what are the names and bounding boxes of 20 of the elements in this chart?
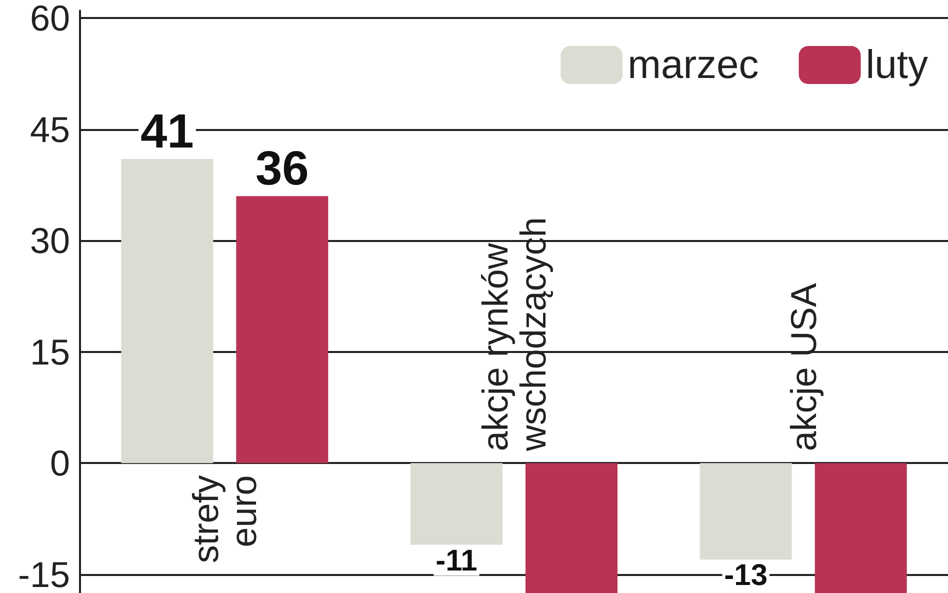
bar bbox=[410, 463, 502, 545]
y-tick-label: 0 bbox=[50, 442, 70, 484]
bar bbox=[236, 196, 328, 464]
x-tick-label: akcje rynków wschodzących bbox=[474, 217, 554, 452]
x-tick-label: strefy euro bbox=[185, 475, 264, 564]
y-tick-label: 60 bbox=[30, 0, 70, 38]
y-tick-label: 30 bbox=[30, 220, 70, 262]
y-tick-label: 45 bbox=[30, 108, 70, 150]
data-label: 36 bbox=[255, 142, 309, 196]
data-label: -13 bbox=[724, 559, 768, 592]
bar bbox=[814, 463, 907, 593]
bar bbox=[526, 463, 618, 593]
bar bbox=[121, 158, 214, 464]
legend-label: marzec bbox=[628, 43, 759, 87]
data-label: 41 bbox=[140, 105, 194, 158]
legend-label: luty bbox=[866, 43, 928, 87]
y-tick-label: -15 bbox=[18, 554, 70, 593]
bar bbox=[700, 463, 792, 560]
y-tick-label: 15 bbox=[30, 331, 70, 372]
data-label: -11 bbox=[436, 544, 478, 578]
